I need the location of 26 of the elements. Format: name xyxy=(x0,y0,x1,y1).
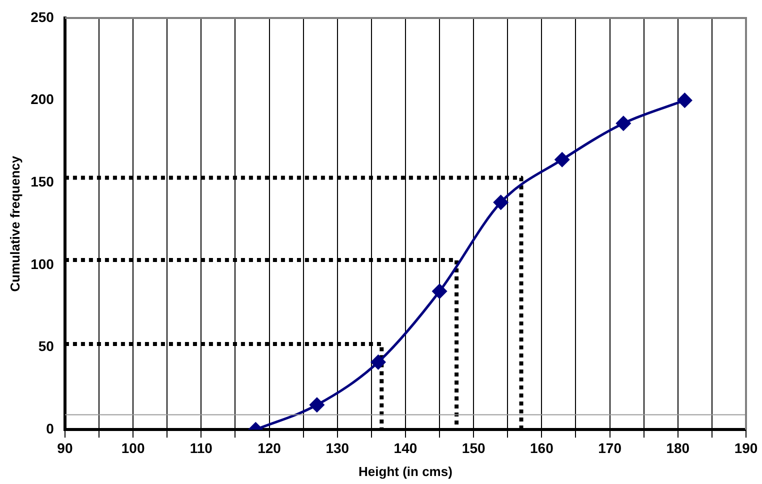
x-tick-label: 140 xyxy=(394,440,418,456)
x-tick-label: 100 xyxy=(121,440,145,456)
point xyxy=(677,93,692,108)
y-tick-label: 150 xyxy=(30,174,54,190)
x-tick-label: 170 xyxy=(598,440,622,456)
x-tick-label: 90 xyxy=(57,440,73,456)
y-tick-label: 200 xyxy=(30,91,54,108)
point xyxy=(616,116,631,131)
y-tick-label: 0 xyxy=(46,420,54,436)
x-tick-label: 150 xyxy=(462,440,486,456)
point xyxy=(432,284,447,299)
point xyxy=(494,195,508,210)
point xyxy=(310,398,324,412)
y-tick-label: 50 xyxy=(38,338,54,354)
point xyxy=(554,152,570,167)
x-axis-title: Height (in cms) xyxy=(358,464,452,479)
y-tick-label: 100 xyxy=(30,256,54,272)
y-axis-title: Cumulative frequency xyxy=(7,155,22,292)
x-tick-label: 130 xyxy=(326,440,350,456)
x-tick-label: 190 xyxy=(734,440,758,456)
y-tick-label: 250 xyxy=(30,8,54,25)
x-tick-label: 180 xyxy=(666,440,690,456)
x-tick-label: 110 xyxy=(190,440,213,456)
x-tick-label: 120 xyxy=(258,440,282,456)
x-tick-label: 160 xyxy=(530,440,554,456)
point xyxy=(370,354,386,370)
